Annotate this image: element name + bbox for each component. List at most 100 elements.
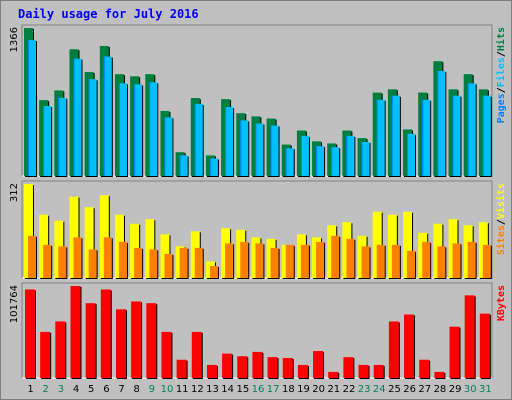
pages-bar-day-2: [43, 106, 45, 176]
kbytes-bar-day-7: [115, 309, 126, 378]
kbytes-bar-day-5: [85, 303, 96, 378]
kbytes-bar-day-19: [297, 364, 308, 378]
kbytes-bar-day-30: [464, 295, 475, 378]
pages-bar-day-9: [149, 82, 151, 176]
kbytes-bar-day-21: [328, 371, 339, 378]
files-bar-day-13: [209, 158, 218, 176]
sites-bar-day-17: [270, 247, 279, 278]
sites-bar-day-6: [103, 237, 112, 278]
sites-bar-day-27: [422, 241, 431, 278]
legend-entry-slash: /: [496, 219, 507, 225]
files-bar-day-27: [422, 99, 431, 176]
files-bar-day-19: [300, 135, 309, 176]
x-tick-label-day-11: 11: [176, 384, 189, 395]
files-bar-day-2: [43, 106, 52, 176]
sites-bar-day-28: [437, 246, 446, 278]
kbytes-bar-day-13: [206, 364, 217, 378]
pages-bar-day-15: [240, 120, 242, 176]
kbytes-bar-day-24: [373, 364, 384, 378]
sites-bar-day-29: [452, 243, 461, 278]
sites-bar-day-3: [58, 246, 67, 278]
legend-entry-kbytes: KBytes: [496, 285, 507, 321]
pages-bar-day-4: [73, 58, 75, 176]
x-tick-label-day-28: 28: [434, 384, 447, 395]
kbytes-bar-day-28: [434, 371, 445, 378]
x-tick-label-day-23: 23: [358, 384, 371, 395]
sites-bar-day-7: [118, 241, 127, 278]
kbytes-bar-day-2: [40, 331, 51, 378]
sites-bar-day-16: [255, 243, 264, 278]
sites-bar-day-9: [149, 249, 158, 278]
sites-bar-day-22: [346, 238, 355, 278]
files-bar-day-9: [149, 82, 158, 176]
files-bar-day-28: [437, 71, 446, 176]
pages-bar-day-11: [179, 155, 181, 176]
sites-bar-day-26: [407, 250, 416, 278]
x-tick-label-day-7: 7: [118, 384, 124, 395]
sites-bar-day-24: [376, 244, 385, 278]
x-tick-label-day-22: 22: [343, 384, 356, 395]
files-bar-day-11: [179, 155, 188, 176]
kbytes-bar-day-16: [252, 351, 263, 378]
sites-bar-day-18: [285, 244, 294, 278]
pages-bar-day-8: [134, 84, 136, 176]
kbytes-bar-day-22: [343, 357, 354, 378]
sites-bar-day-30: [467, 241, 476, 278]
visits-bar-day-6: [99, 195, 109, 278]
pages-bar-day-1: [28, 40, 29, 176]
files-bar-day-25: [391, 95, 400, 176]
legend-entry-slash: /: [496, 87, 507, 93]
files-bar-day-18: [285, 148, 294, 176]
kbytes-bar-day-31: [479, 313, 490, 378]
pages-bar-day-19: [300, 135, 302, 176]
pages-bar-day-25: [391, 95, 393, 176]
x-tick-label-day-12: 12: [191, 384, 204, 395]
visits-bar-day-1: [24, 184, 33, 278]
kbytes-bar-day-12: [191, 331, 202, 378]
files-bar-day-8: [134, 84, 143, 176]
x-tick-label-day-25: 25: [388, 384, 401, 395]
kbytes-bar-day-11: [176, 359, 187, 378]
kbytes-bar-day-23: [358, 364, 369, 378]
sites-bar-day-13: [209, 265, 218, 278]
files-bar-day-10: [164, 117, 173, 176]
kbytes-bar-day-27: [419, 359, 430, 378]
pages-bar-day-14: [225, 107, 227, 176]
y-max-label-3: 101764: [9, 285, 20, 323]
files-bar-day-21: [331, 147, 340, 176]
pages-bar-day-23: [361, 142, 363, 176]
x-tick-label-day-21: 21: [327, 384, 340, 395]
visits-bar-day-26: [403, 211, 413, 278]
x-tick-label-day-8: 8: [134, 384, 140, 395]
files-bar-day-15: [240, 120, 249, 176]
pages-bar-day-28: [437, 71, 439, 176]
x-tick-label-day-26: 26: [403, 384, 416, 395]
x-tick-label-day-24: 24: [373, 384, 386, 395]
x-tick-label-day-19: 19: [297, 384, 310, 395]
kbytes-bar-day-29: [449, 326, 460, 378]
sites-bar-day-8: [134, 247, 143, 278]
files-bar-day-26: [407, 133, 416, 176]
files-bar-day-30: [467, 83, 476, 176]
pages-bar-day-22: [346, 135, 348, 176]
kbytes-bar-day-15: [237, 356, 248, 378]
kbytes-bar-day-9: [146, 303, 157, 378]
sites-bar-day-1: [28, 235, 36, 278]
sites-bar-day-20: [316, 241, 325, 278]
legend-entry-visits: Visits: [495, 183, 507, 219]
sites-bar-day-10: [164, 253, 173, 278]
files-bar-day-24: [376, 99, 385, 176]
pages-bar-day-13: [209, 158, 211, 176]
files-bar-day-23: [361, 142, 370, 176]
files-bar-day-1: [28, 40, 36, 176]
x-tick-label-day-27: 27: [418, 384, 431, 395]
files-bar-day-6: [103, 56, 112, 176]
sites-bar-day-4: [73, 237, 82, 278]
x-tick-label-day-13: 13: [206, 384, 219, 395]
x-tick-label-day-2: 2: [43, 384, 49, 395]
chart-title: Daily usage for July 2016: [18, 7, 199, 21]
legend-1: Pages/Files/Hits: [495, 27, 507, 123]
x-tick-label-day-29: 29: [449, 384, 462, 395]
x-tick-label-day-14: 14: [221, 384, 234, 395]
pages-bar-day-17: [270, 125, 272, 176]
